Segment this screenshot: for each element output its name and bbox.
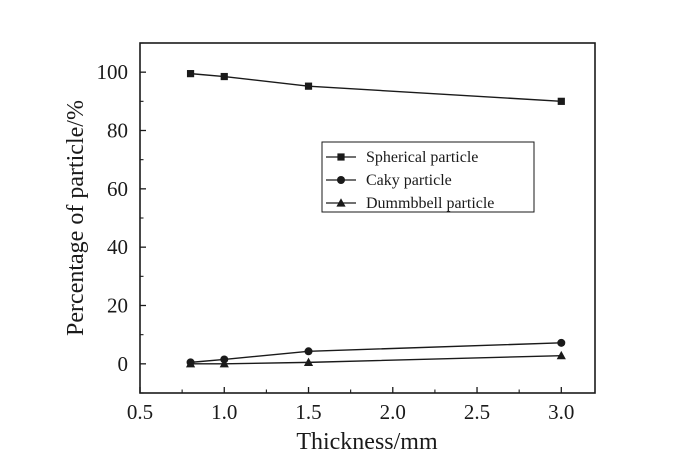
data-point-triangle <box>556 350 566 360</box>
data-point-square <box>557 97 565 105</box>
data-point-square <box>186 70 195 78</box>
x-tick-label: 3.0 <box>548 400 574 424</box>
legend-label: Dummbbell particle <box>366 195 494 212</box>
data-point-triangle <box>303 357 314 366</box>
series-line <box>190 354 562 365</box>
x-tick-label: 1.5 <box>295 400 321 424</box>
series-line <box>190 72 562 103</box>
y-tick-label: 100 <box>97 60 129 84</box>
legend: Spherical particle Caky particle Dummbbell… <box>321 141 535 213</box>
y-axis-ticks: 0 20 40 60 80 100 <box>97 42 146 394</box>
data-point-triangle <box>219 359 229 368</box>
y-tick-label: 0 <box>118 352 129 376</box>
legend-marker-triangle <box>336 198 346 207</box>
x-tick-label: 2.0 <box>380 400 406 424</box>
x-tick-label: 2.5 <box>464 400 490 424</box>
series-layer <box>185 70 566 368</box>
legend-label: Caky particle <box>366 172 452 189</box>
data-point-square <box>304 82 313 90</box>
legend-label: Spherical particle <box>366 149 478 166</box>
x-tick-label: 1.0 <box>211 400 237 424</box>
y-tick-label: 80 <box>107 119 128 143</box>
legend-box <box>321 141 535 213</box>
data-point-square <box>220 72 228 81</box>
x-axis-ticks: 0.5 1.0 1.5 2.0 2.5 3.0 <box>127 387 574 424</box>
data-point-circle <box>557 338 566 347</box>
y-tick-label: 60 <box>107 177 128 201</box>
data-point-circle <box>304 347 313 356</box>
series-line <box>190 342 562 364</box>
data-point-triangle <box>185 359 196 368</box>
plot-frame <box>139 42 596 394</box>
y-tick-label: 40 <box>107 235 128 259</box>
y-tick-label: 20 <box>107 294 128 318</box>
legend-marker-square <box>337 153 345 161</box>
x-tick-label: 0.5 <box>127 400 153 424</box>
legend-marker-circle <box>337 176 345 184</box>
x-axis-title: Thickness/mm <box>296 429 438 455</box>
y-axis-title: Percentage of particle/% <box>63 100 89 336</box>
